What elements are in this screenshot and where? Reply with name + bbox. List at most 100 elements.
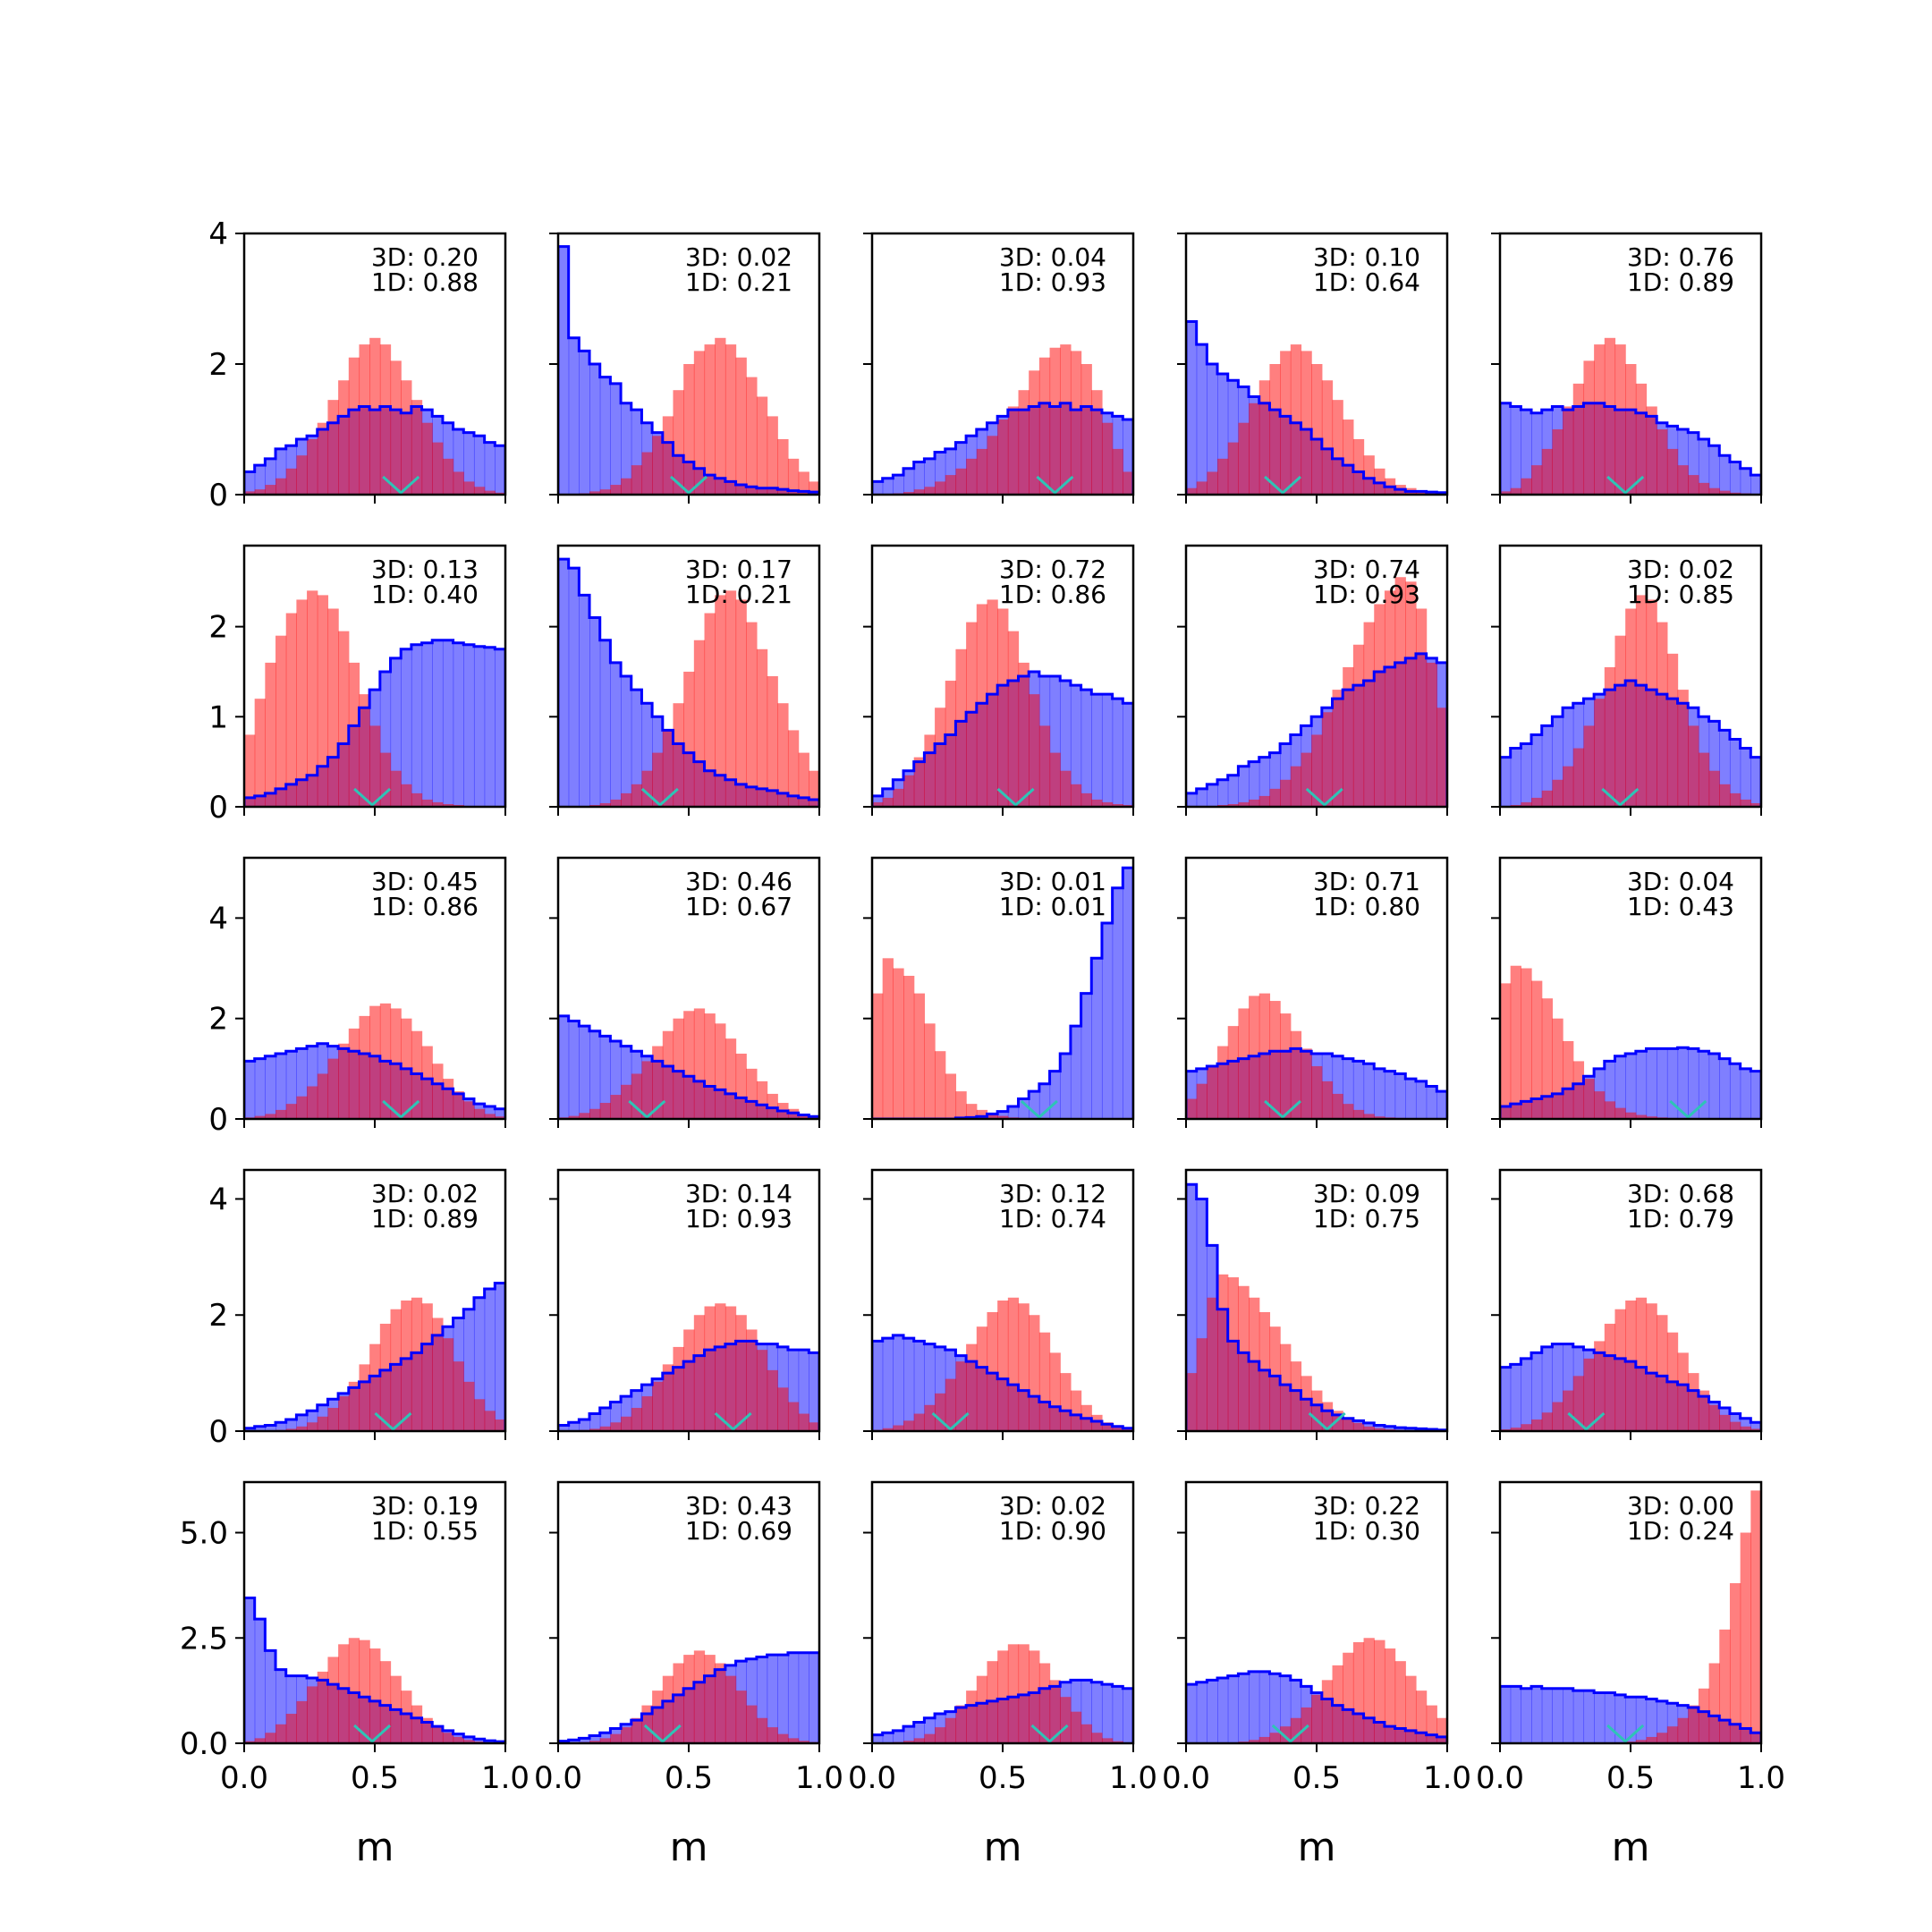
red-bar	[1677, 465, 1689, 495]
blue-bar	[1091, 1682, 1103, 1743]
blue-bar	[1227, 1675, 1239, 1743]
red-bar	[1321, 1402, 1334, 1431]
blue-bar	[924, 458, 936, 495]
panel-plot-area	[244, 1003, 505, 1119]
red-bar	[1352, 438, 1365, 495]
red-bar	[1583, 1079, 1595, 1119]
red-bar	[621, 1084, 632, 1119]
red-bar	[1563, 1040, 1574, 1119]
annotation-3d: 3D: 0.14	[685, 1179, 792, 1208]
blue-bar	[1101, 1684, 1114, 1743]
red-bar	[610, 1422, 622, 1431]
red-bar	[631, 465, 643, 495]
red-bar	[1091, 1414, 1103, 1431]
red-bar	[275, 1109, 287, 1119]
marker-chevron	[1020, 1099, 1058, 1119]
red-bar	[966, 458, 978, 495]
blue-bar	[893, 1335, 904, 1431]
panel-plot-area	[872, 344, 1133, 495]
red-bar	[809, 770, 819, 807]
blue-bar	[913, 462, 925, 495]
red-bar	[1510, 965, 1521, 1119]
red-bar	[1029, 1650, 1040, 1743]
red-bar	[935, 708, 946, 807]
red-bar	[1552, 1018, 1563, 1119]
red-bar	[1101, 422, 1114, 495]
y-tick-label: 0	[208, 1414, 228, 1450]
red-bar	[390, 360, 402, 495]
red-bar	[463, 1740, 475, 1743]
red-bar	[683, 1011, 695, 1119]
annotation-3d: 3D: 0.46	[685, 867, 792, 896]
blue-bar	[1080, 993, 1092, 1119]
red-bar	[872, 993, 884, 1119]
red-bar	[1572, 383, 1585, 495]
red-bar	[693, 1315, 706, 1431]
red-bar	[652, 752, 664, 807]
y-tick-label: 2	[208, 1002, 228, 1038]
x-tick-label: 0.0	[220, 1760, 268, 1796]
red-bar	[1029, 370, 1040, 495]
red-bar	[599, 1103, 611, 1119]
red-bar	[1238, 1285, 1250, 1431]
blue-bar	[1070, 1026, 1082, 1119]
red-bar	[1207, 471, 1218, 495]
red-bar	[265, 662, 276, 807]
red-bar	[338, 1043, 350, 1119]
red-bar	[453, 471, 464, 495]
red-bar	[1521, 478, 1532, 495]
red-bar	[767, 1369, 778, 1431]
red-bar	[1657, 622, 1668, 807]
marker-chevron	[1271, 1724, 1309, 1743]
blue-bar	[1521, 1358, 1532, 1431]
panel-plot-area	[1186, 1638, 1447, 1743]
annotation-3d: 3D: 0.04	[999, 242, 1106, 272]
blue-bar	[1635, 1697, 1648, 1743]
red-bar	[1531, 797, 1543, 807]
y-tick-label: 5.0	[180, 1516, 228, 1552]
annotation-3d: 3D: 0.43	[685, 1491, 792, 1521]
red-bar	[307, 1086, 318, 1119]
red-bar	[1091, 390, 1103, 495]
red-bar	[421, 1303, 433, 1431]
panel-plot-area	[1500, 965, 1761, 1119]
red-bar	[1227, 1026, 1239, 1119]
panel-plot-area	[872, 1644, 1133, 1743]
blue-bar	[1614, 1055, 1626, 1119]
blue-bar	[1594, 1692, 1606, 1743]
annotation-1d: 1D: 0.93	[685, 1204, 792, 1233]
blue-bar	[275, 1054, 287, 1119]
blue-bar	[767, 1655, 778, 1743]
red-bar	[1594, 699, 1606, 807]
red-bar	[1249, 799, 1260, 807]
red-bar	[1708, 487, 1720, 495]
red-bar	[1269, 1326, 1281, 1431]
panel-plot-area	[1500, 337, 1761, 495]
red-bar	[1186, 487, 1198, 495]
red-bar	[724, 590, 737, 807]
annotation-3d: 3D: 0.02	[371, 1179, 479, 1208]
red-bar	[348, 1028, 360, 1119]
red-bar	[1123, 1428, 1133, 1431]
blue-bar	[913, 1341, 925, 1431]
red-bar	[1572, 1061, 1585, 1119]
red-bar	[1258, 795, 1271, 807]
red-bar	[1352, 1641, 1365, 1743]
annotation-1d: 1D: 0.93	[999, 267, 1106, 297]
red-bar	[976, 1326, 988, 1431]
red-bar	[1740, 1426, 1751, 1431]
red-bar	[1646, 1736, 1657, 1743]
red-bar	[746, 1068, 758, 1119]
x-axis-label-col-1: m	[670, 1825, 708, 1870]
annotation-1d: 1D: 0.74	[999, 1204, 1106, 1233]
red-bar	[1269, 1733, 1281, 1743]
blue-step-outline	[1500, 1046, 1761, 1119]
red-bar	[1708, 1404, 1720, 1431]
red-bar	[976, 1109, 988, 1119]
red-bar	[411, 1705, 423, 1743]
